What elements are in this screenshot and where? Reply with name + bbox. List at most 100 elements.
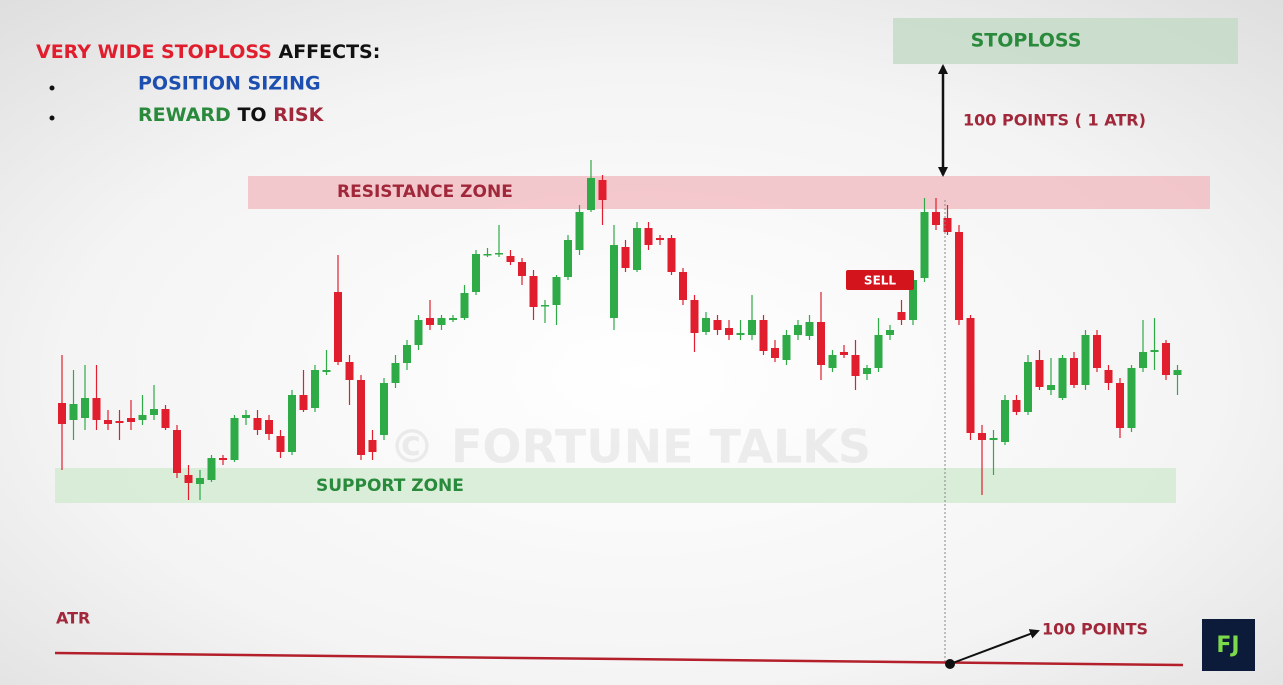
candle-body (357, 380, 365, 455)
candle-body (851, 355, 860, 376)
candle-body (989, 438, 998, 440)
candle-body (449, 318, 457, 320)
candle-body (978, 433, 986, 440)
atr-line (54, 651, 1184, 667)
candle-body (265, 420, 273, 434)
heading-tail: AFFECTS: (278, 41, 380, 63)
candle-body (759, 320, 768, 351)
bullet (49, 115, 55, 121)
candle-body (817, 322, 825, 365)
candle-body (115, 421, 124, 423)
candle-body (253, 418, 262, 430)
candle-body (1070, 358, 1078, 385)
logo (1202, 619, 1255, 671)
candle-body (472, 254, 480, 292)
candle-body (1139, 352, 1147, 368)
candle-body (863, 368, 871, 374)
candle-body (1150, 350, 1159, 352)
candle-body (1081, 335, 1090, 385)
candle-body (598, 180, 607, 200)
candle-body (495, 253, 503, 255)
atr-arrow (949, 629, 1040, 665)
candle-body (725, 328, 733, 335)
candle-body (621, 247, 630, 268)
candle-body (955, 232, 963, 320)
candle-body (529, 276, 538, 307)
candle-body (242, 415, 250, 418)
candle-body (1162, 343, 1170, 375)
candle-body (644, 228, 653, 245)
stoploss-label: STOPLOSS (971, 30, 1082, 52)
candle-body (736, 333, 745, 335)
candle-body (104, 420, 112, 424)
atr-points-label: 100 POINTS (1042, 620, 1148, 639)
logo-text: FJ (1216, 633, 1239, 658)
candle-body (1024, 362, 1032, 412)
candle-body (138, 415, 147, 420)
candle-body (276, 436, 285, 452)
candle-body (219, 458, 227, 460)
candle-body (173, 430, 181, 473)
candle-body (460, 293, 469, 318)
candle-body (161, 409, 170, 428)
candle-body (1035, 360, 1044, 387)
candle-body (426, 318, 434, 325)
candle-body (897, 312, 906, 320)
candle-body (345, 362, 354, 380)
candle-body (1047, 385, 1055, 390)
candlestick-chart (58, 160, 1182, 500)
candle-body (920, 212, 929, 278)
heading-lead: VERY WIDE STOPLOSS (36, 41, 272, 63)
candle-body (1001, 400, 1009, 442)
candle-body (587, 178, 595, 210)
candle-body (610, 245, 618, 318)
candle-body (966, 318, 975, 433)
distance-label: 100 POINTS ( 1 ATR) (963, 111, 1146, 130)
candle-body (690, 300, 699, 333)
candle-body (1058, 358, 1067, 398)
candle-body (196, 478, 204, 484)
candle-body (311, 370, 319, 408)
heading: VERY WIDE STOPLOSS AFFECTS: (36, 41, 380, 63)
candle-body (840, 352, 848, 355)
to: TO (237, 104, 266, 126)
candle-body (58, 403, 66, 424)
candle-body (207, 458, 216, 480)
candle-body (506, 256, 515, 262)
candle-body (403, 345, 411, 363)
candle-body (909, 280, 917, 320)
candle-body (782, 335, 791, 360)
candle-body (1104, 370, 1113, 383)
candle-body (1093, 335, 1101, 368)
candle-body (299, 395, 308, 410)
candle-body (805, 322, 814, 336)
candle-body (771, 348, 779, 358)
candle-body (633, 228, 641, 270)
candle-body (828, 355, 837, 368)
atr-label: ATR (56, 609, 90, 628)
bullet-reward: REWARD TO RISK (138, 104, 325, 126)
candle-body (564, 240, 572, 277)
support-zone (55, 468, 1176, 503)
candle-body (943, 218, 952, 232)
candle-body (679, 272, 687, 300)
candle-body (575, 212, 584, 250)
candle-body (702, 318, 710, 332)
candle-body (1012, 400, 1021, 412)
candle-body (322, 370, 331, 372)
candle-body (552, 277, 561, 305)
support-label: SUPPORT ZONE (316, 476, 464, 496)
candle-body (81, 398, 89, 418)
candle-body (483, 254, 492, 256)
candle-body (288, 395, 296, 452)
candle-body (748, 320, 756, 335)
watermark: © FORTUNE TALKS (389, 420, 871, 474)
candle-body (1116, 383, 1124, 428)
reward: REWARD (138, 104, 231, 126)
candle-body (184, 475, 193, 483)
sell-label: SELL (864, 274, 896, 288)
candle-body (150, 409, 158, 415)
candle-body (69, 404, 78, 420)
